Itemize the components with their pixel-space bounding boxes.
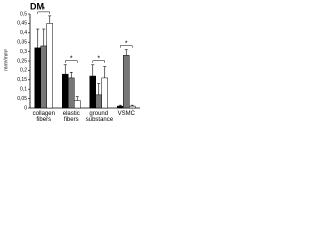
bar bbox=[34, 47, 41, 109]
significance-mark: * bbox=[97, 56, 100, 63]
y-tick-label: 0,25 bbox=[17, 58, 27, 64]
significance-bracket bbox=[65, 60, 78, 63]
y-axis-label: mm³/mm³ bbox=[3, 49, 9, 71]
page: DM mm³/mm³ 0 0,05 0,1 0,15 0,2 0,25 0,3 0,35 0,4… bbox=[0, 0, 144, 136]
y-tick-label: 0,35 bbox=[17, 40, 27, 46]
y-tick-label: 0,3 bbox=[20, 49, 27, 55]
bar bbox=[46, 23, 53, 109]
significance-mark: * bbox=[70, 56, 73, 63]
chart-title: DM bbox=[30, 1, 44, 11]
y-tick-label: 0,4 bbox=[20, 30, 27, 36]
bar bbox=[62, 73, 69, 109]
bar bbox=[117, 105, 124, 109]
bar bbox=[101, 77, 108, 109]
y-tick-label: 0,05 bbox=[17, 96, 27, 102]
x-tick-label: VSMC bbox=[117, 111, 135, 117]
significance-mark: * bbox=[125, 41, 128, 48]
y-tick-label: 0,15 bbox=[17, 77, 27, 83]
bar bbox=[89, 75, 96, 109]
y-tick-label: 0,2 bbox=[20, 68, 27, 74]
significance-bracket bbox=[120, 45, 133, 48]
bar bbox=[68, 77, 75, 109]
significance-mark: * bbox=[42, 7, 45, 14]
bar bbox=[123, 55, 130, 109]
significance-bracket bbox=[37, 11, 50, 14]
y-tick-label: 0 bbox=[24, 105, 27, 111]
chart: DM mm³/mm³ 0 0,05 0,1 0,15 0,2 0,25 0,3 0,35 0,4… bbox=[3, 1, 140, 111]
x-tick-label: elastic fibers bbox=[62, 111, 80, 123]
bar bbox=[74, 100, 81, 109]
bar bbox=[95, 94, 102, 109]
x-tick-label: collagen fibers bbox=[32, 111, 55, 123]
significance-bracket bbox=[92, 60, 105, 63]
bar bbox=[40, 45, 47, 109]
y-tick-label: 0,45 bbox=[17, 21, 27, 27]
bar bbox=[129, 105, 136, 109]
y-tick-label: 0,5 bbox=[20, 11, 27, 17]
x-tick-label: ground substance bbox=[85, 111, 114, 123]
y-tick-label: 0,1 bbox=[20, 87, 27, 93]
